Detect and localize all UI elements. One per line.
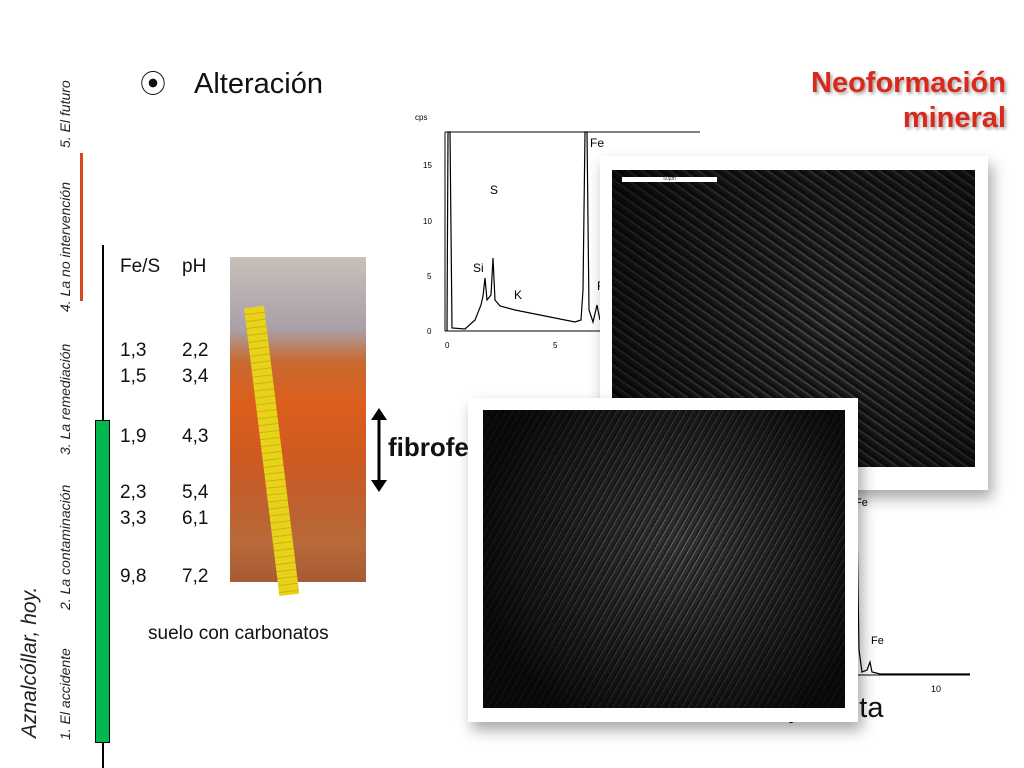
cell: 7,2 <box>182 566 209 587</box>
y-unit: cps <box>415 113 427 122</box>
cell: 4,3 <box>182 426 209 447</box>
soil-profile-photo <box>230 257 366 597</box>
peak-label: S <box>490 183 498 197</box>
double-arrow-icon <box>371 408 387 492</box>
headline: Neoformación mineral <box>811 66 1006 136</box>
cell: 2,2 <box>182 340 209 361</box>
soil-caption: suelo con carbonatos <box>148 623 329 644</box>
presentation-title: Aznalcóllar, hoy. <box>18 586 41 738</box>
peak-label: Fe <box>855 497 868 509</box>
x-tick: 10 <box>931 684 941 694</box>
y-tick: 15 <box>423 161 432 170</box>
cell: 5,4 <box>182 482 209 503</box>
sem-image-fibers <box>483 410 845 708</box>
section-4[interactable]: 4. La no intervención <box>57 182 73 312</box>
peak-label: Fe <box>871 635 884 647</box>
section-5[interactable]: 5. El futuro <box>57 80 73 148</box>
section-1[interactable]: 1. El accidente <box>57 648 73 740</box>
cell: 1,3 <box>120 340 147 361</box>
peak-label: K <box>514 288 522 302</box>
cell: 1,5 <box>120 366 147 387</box>
x-tick: 5 <box>553 341 558 350</box>
y-tick: 0 <box>427 327 432 336</box>
eds-spectrum-2: Fe Fe 10 <box>854 490 970 694</box>
cell: 9,8 <box>120 566 147 587</box>
x-tick: 0 <box>445 341 450 350</box>
sem-photo-2 <box>468 398 858 722</box>
section-3[interactable]: 3. La remediación <box>57 343 73 455</box>
eds-spectrum-1: cps 0 5 10 15 0 5 Si S K Fe F <box>415 113 700 350</box>
header-fes: Fe/S <box>120 256 161 277</box>
cell: 1,9 <box>120 426 147 447</box>
bullet-icon: ⦿ <box>140 69 167 99</box>
headline-line-2: mineral <box>902 102 1006 134</box>
measuring-tape <box>244 305 300 597</box>
cell: 3,4 <box>182 366 209 387</box>
cell: 6,1 <box>182 508 209 529</box>
spectrum-line <box>446 131 601 332</box>
peak-label: Si <box>473 261 484 275</box>
peak-label: Fe <box>590 136 604 150</box>
slide-title: ⦿ Alteración <box>140 64 323 101</box>
section-4-highlight <box>80 153 83 301</box>
cell: 2,3 <box>120 482 147 503</box>
title-text: Alteración <box>194 68 323 100</box>
cell: 3,3 <box>120 508 147 529</box>
y-tick: 10 <box>423 217 432 226</box>
scale-bar: 50µm <box>622 177 717 182</box>
timeline-active-bar <box>95 420 110 743</box>
headline-line-1: Neoformación <box>811 67 1006 99</box>
section-2[interactable]: 2. La contaminación <box>57 484 73 610</box>
header-ph: pH <box>182 256 207 277</box>
y-tick: 5 <box>427 272 432 281</box>
